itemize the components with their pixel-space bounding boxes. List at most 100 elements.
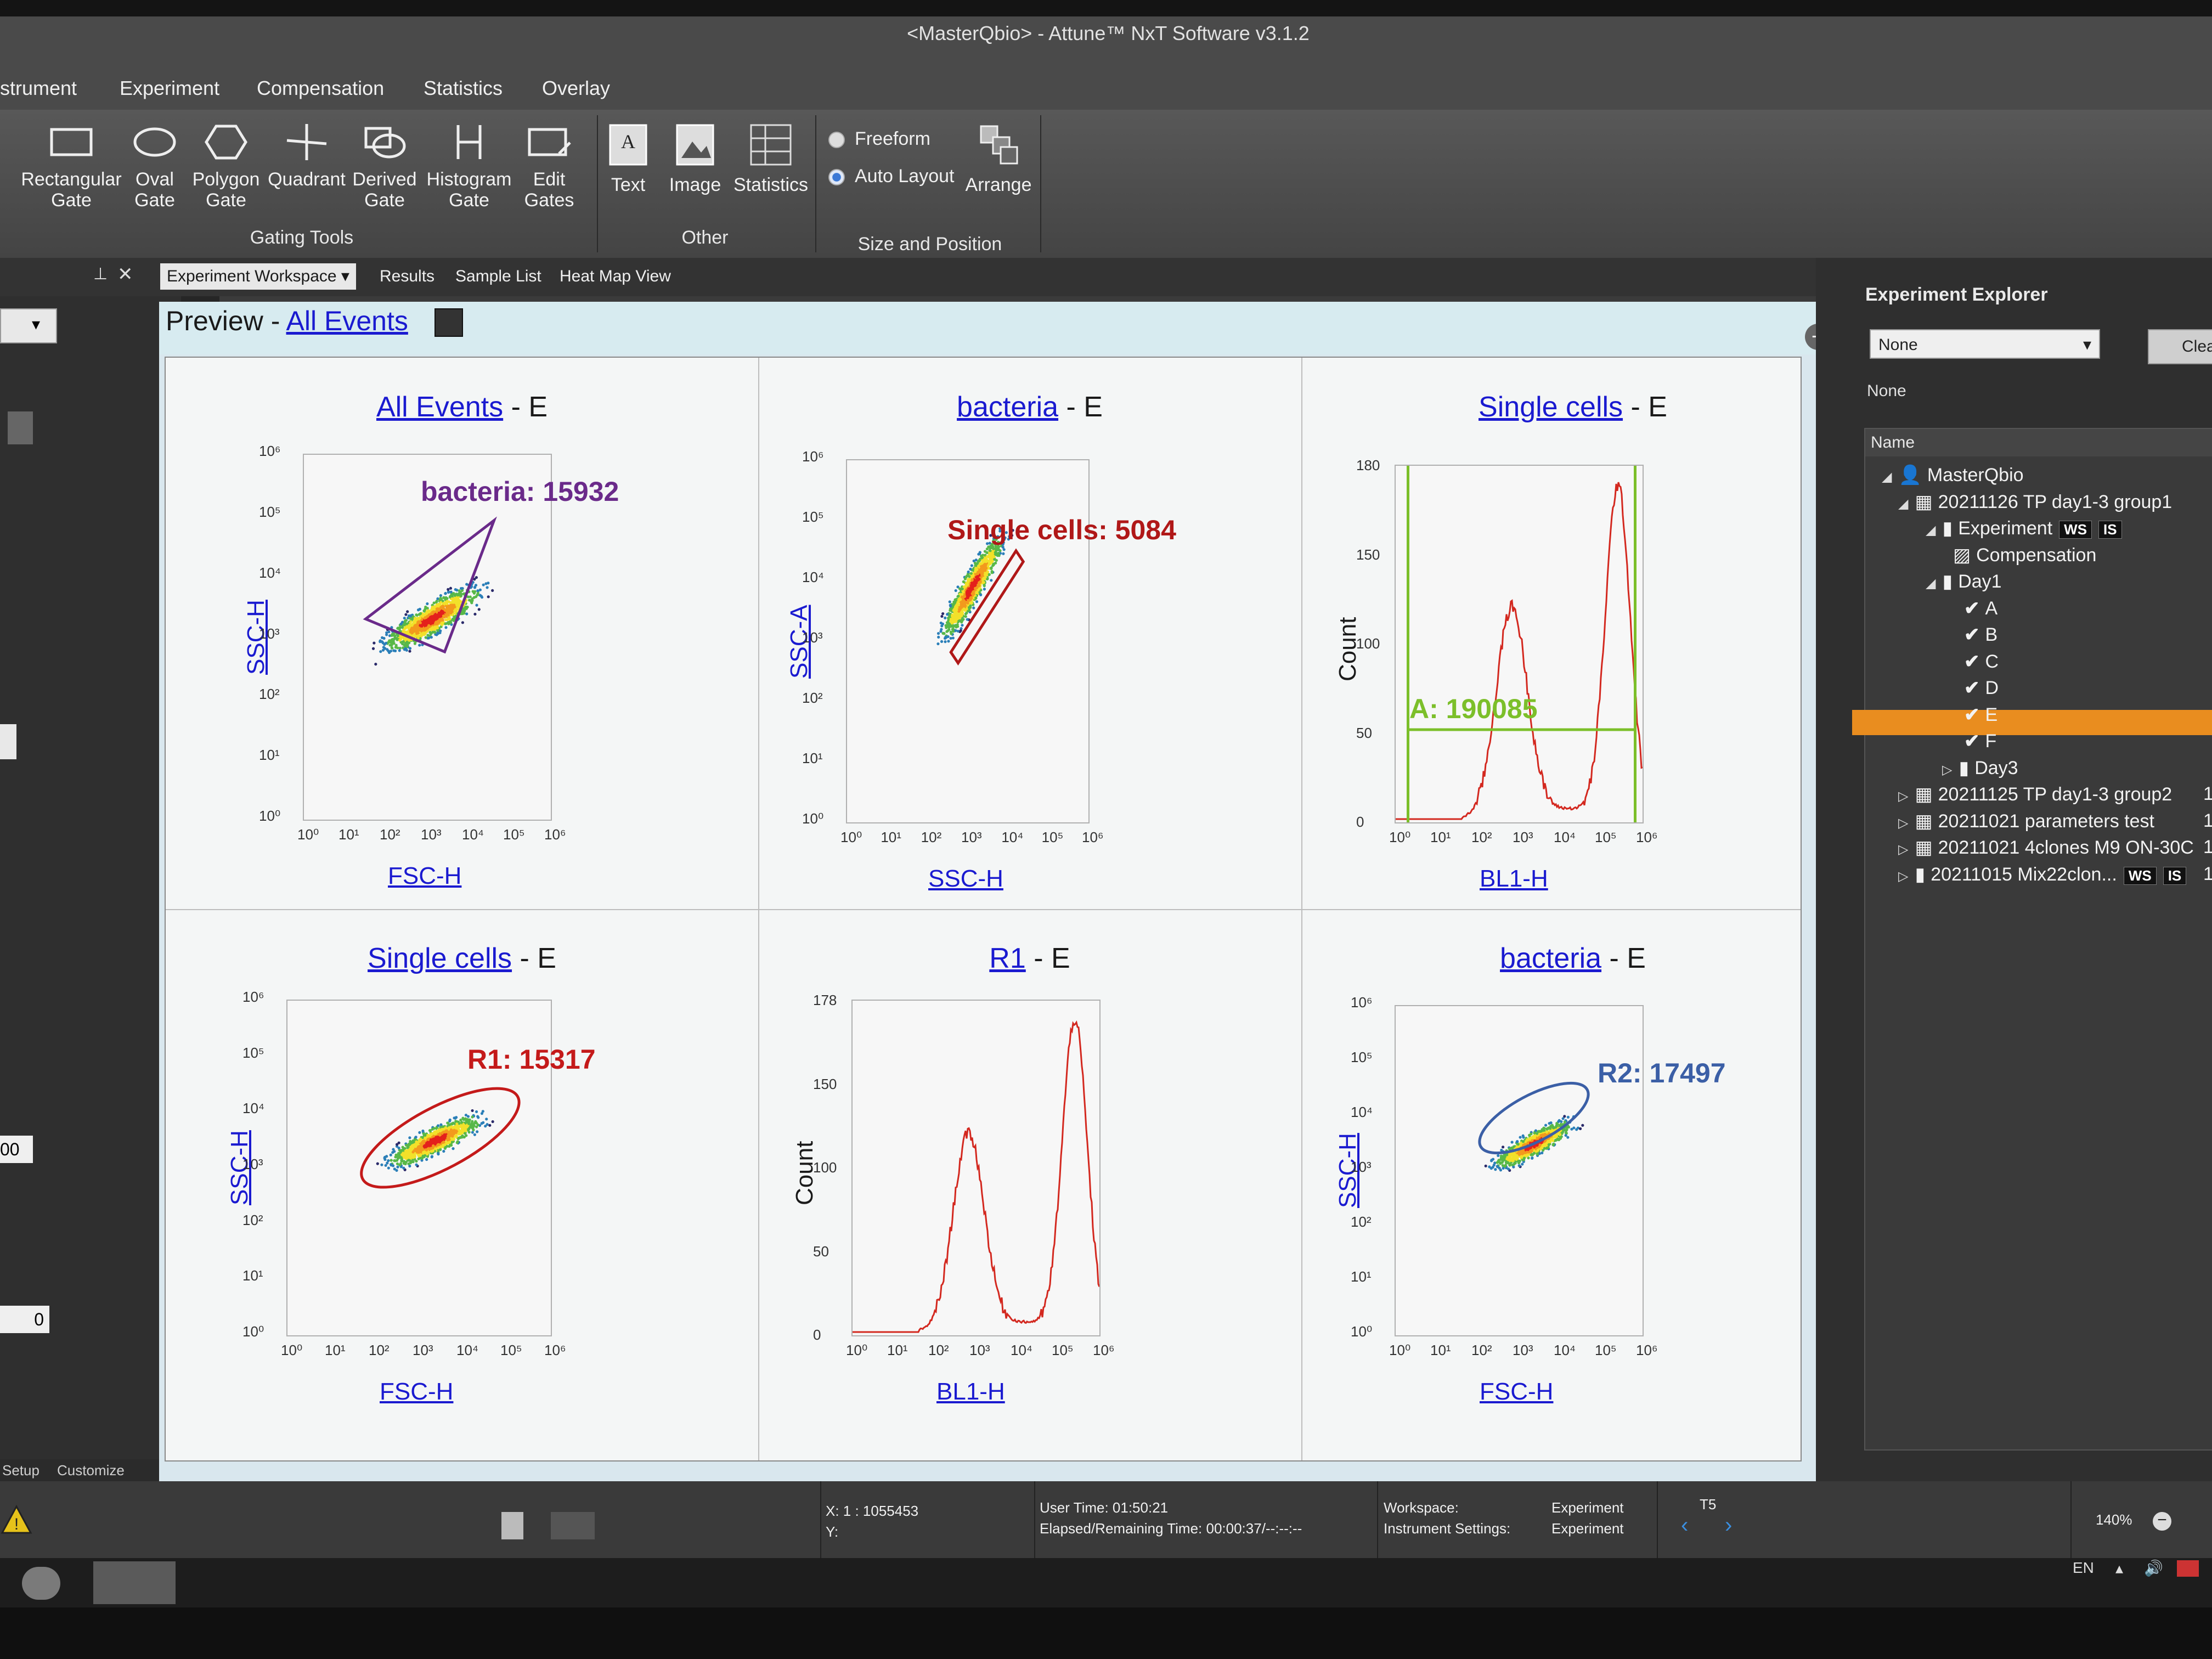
tree-node[interactable]: ▷ ▦ 20211021 parameters test 1 (1898, 810, 2212, 832)
tray-chevron-icon[interactable]: ▴ (2115, 1560, 2124, 1577)
gate-outline[interactable] (363, 516, 497, 654)
menu-statistics[interactable]: Statistics (424, 77, 503, 99)
tree-node[interactable]: ✔ D (1964, 677, 1999, 699)
menu-instrument[interactable]: strument (0, 77, 77, 99)
menu-compensation[interactable]: Compensation (257, 77, 385, 99)
plot-panel[interactable]: Single cells - E FSC-H SSC-H 10⁰ 10¹ 10² 10³ 10… (166, 909, 758, 1460)
volume-icon[interactable]: 🔊 (2144, 1560, 2163, 1577)
plot-panel[interactable]: All Events - E FSC-H SSC-H 10⁰ 10¹ 10² 10³ 10⁴ 1… (166, 358, 758, 909)
tree-badge[interactable]: WS (2059, 521, 2092, 539)
customize-button[interactable]: Customize (57, 1462, 125, 1479)
plot-area[interactable] (303, 454, 552, 821)
left-dropdown-2[interactable] (0, 724, 16, 759)
tree-node[interactable]: ◢ 👤 MasterQbio (1882, 464, 2024, 486)
gate-outline[interactable] (949, 548, 1025, 666)
plot-panel[interactable]: Single cells - E BL1-H Count 10⁰ 10¹ 10² 10³ 10… (1301, 358, 1801, 909)
left-value-field-2[interactable]: 0 (0, 1306, 49, 1333)
gate-label[interactable]: A: 190085 (1409, 693, 1538, 724)
gate-label[interactable]: R2: 17497 (1598, 1058, 1726, 1088)
tree-node[interactable]: ▷ ▮ Day3 (1942, 757, 2018, 779)
previous-well-button[interactable]: ‹ (1681, 1513, 1689, 1537)
language-indicator[interactable]: EN (2073, 1559, 2094, 1576)
tree-node[interactable]: ✔ F (1964, 730, 1996, 752)
tab-results[interactable]: Results (380, 267, 435, 285)
tab-heat-map-view[interactable]: Heat Map View (560, 267, 671, 285)
gate-outline[interactable] (348, 1070, 532, 1206)
plot-panel[interactable]: bacteria - E SSC-H SSC-A 10⁰ 10¹ 10² 10³ 10⁴ 10⁵… (758, 358, 1301, 909)
expand-toggle-icon[interactable]: ▷ (1942, 762, 1953, 777)
plot-area[interactable] (1395, 465, 1644, 823)
expand-toggle-icon[interactable]: ▷ (1898, 842, 1909, 857)
x-axis-label[interactable]: FSC-H (1480, 1378, 1554, 1405)
next-well-button[interactable]: › (1725, 1513, 1733, 1537)
expand-toggle-icon[interactable]: ◢ (1898, 496, 1909, 511)
zoom-out-button[interactable]: − (2153, 1512, 2171, 1531)
image-button[interactable]: Image (665, 117, 725, 227)
tab-experiment-workspace[interactable]: Experiment Workspace ▾ (160, 263, 356, 290)
setup-button[interactable]: Setup (2, 1462, 40, 1479)
tree-node[interactable]: ▷ ▦ 20211125 TP day1-3 group2 1 (1898, 783, 2212, 805)
menu-overlay[interactable]: Overlay (542, 77, 611, 99)
left-dropdown[interactable]: ▾ (0, 308, 57, 343)
polygon-gate-button[interactable]: Polygon Gate (188, 117, 264, 227)
menu-experiment[interactable]: Experiment (120, 77, 220, 99)
grid-view-icon[interactable] (551, 1512, 595, 1539)
tree-node[interactable]: ◢ ▦ 20211126 TP day1-3 group1 (1898, 491, 2172, 513)
close-icon[interactable]: ✕ (117, 264, 133, 285)
tree-node[interactable]: ▷ ▦ 20211021 4clones M9 ON-30C 1 (1898, 837, 2212, 859)
x-axis-label[interactable]: FSC-H (388, 862, 462, 889)
x-axis-label[interactable]: BL1-H (1480, 865, 1548, 892)
gate-label[interactable]: R1: 15317 (467, 1044, 596, 1075)
gate-label[interactable]: Single cells: 5084 (947, 515, 1176, 545)
expand-toggle-icon[interactable]: ▷ (1898, 789, 1909, 804)
attune-app-icon[interactable] (93, 1561, 176, 1604)
x-axis-label[interactable]: SSC-H (928, 865, 1003, 892)
preview-all-events-link[interactable]: All Events (286, 306, 408, 336)
gate-outline[interactable] (1470, 1069, 1598, 1166)
notification-icon[interactable] (2177, 1560, 2199, 1577)
tree-node[interactable]: ▨ Compensation (1953, 544, 2096, 566)
tree-badge[interactable]: WS (2123, 866, 2157, 885)
rectangular-gate-button[interactable]: Rectangular Gate (11, 117, 132, 227)
left-tool-icon[interactable] (8, 411, 33, 444)
expand-toggle-icon[interactable]: ◢ (1926, 576, 1936, 591)
oval-gate-button[interactable]: Oval Gate (127, 117, 182, 227)
text-button[interactable]: A Text (603, 117, 653, 227)
preview-color-swatch[interactable] (435, 308, 463, 337)
plot-title-link[interactable]: All Events (376, 391, 504, 423)
statistics-button[interactable]: Statistics (730, 117, 812, 227)
tab-sample-list[interactable]: Sample List (455, 267, 541, 285)
x-axis-label[interactable]: FSC-H (380, 1378, 454, 1405)
auto-layout-radio[interactable]: Auto Layout (828, 166, 954, 187)
edit-gates-button[interactable]: Edit Gates (519, 117, 579, 227)
arrange-button[interactable]: Arrange (955, 117, 1042, 227)
trash-icon[interactable] (501, 1512, 523, 1539)
plot-title-link[interactable]: bacteria (1500, 943, 1602, 974)
paint-app-icon[interactable] (22, 1567, 60, 1600)
plot-title-link[interactable]: R1 (989, 943, 1026, 974)
expand-toggle-icon[interactable]: ▷ (1898, 868, 1909, 884)
plot-area[interactable] (851, 1000, 1101, 1336)
expand-toggle-icon[interactable]: ◢ (1926, 523, 1936, 538)
plot-area[interactable] (846, 459, 1090, 823)
tree-node[interactable]: ◢ ▮ Day1 (1926, 571, 2002, 592)
explorer-filter-select[interactable]: None ▾ (1870, 329, 2100, 359)
plot-area[interactable] (1395, 1005, 1644, 1336)
plot-title-link[interactable]: Single cells (368, 943, 512, 974)
plot-panel[interactable]: bacteria - E FSC-H SSC-H 10⁰ 10¹ 10² 10³ 10⁴ 10⁵… (1301, 909, 1801, 1460)
freeform-radio[interactable]: Freeform (828, 128, 930, 150)
histogram-gate-button[interactable]: Histogram Gate (422, 117, 516, 227)
derived-gate-button[interactable]: Derived Gate (349, 117, 420, 227)
warning-icon[interactable]: ! (0, 1503, 33, 1536)
plot-title-link[interactable]: bacteria (957, 391, 1059, 423)
quadrant-gate-button[interactable]: Quadrant (266, 117, 348, 227)
left-value-field[interactable]: 00 (0, 1136, 33, 1163)
tree-node[interactable]: ✔ C (1964, 651, 1999, 673)
tree-badge[interactable]: IS (2098, 521, 2122, 539)
plot-panel[interactable]: R1 - E BL1-H Count 10⁰ 10¹ 10² 10³ 10⁴ 10⁵ 10⁶ 178… (758, 909, 1301, 1460)
tree-node[interactable]: ◢ ▮ Experiment WS IS (1926, 517, 2122, 539)
histogram-gate[interactable] (1407, 466, 1637, 822)
tree-node[interactable]: ✔ A (1964, 597, 1997, 619)
tree-node[interactable]: ✔ E (1964, 704, 1997, 726)
